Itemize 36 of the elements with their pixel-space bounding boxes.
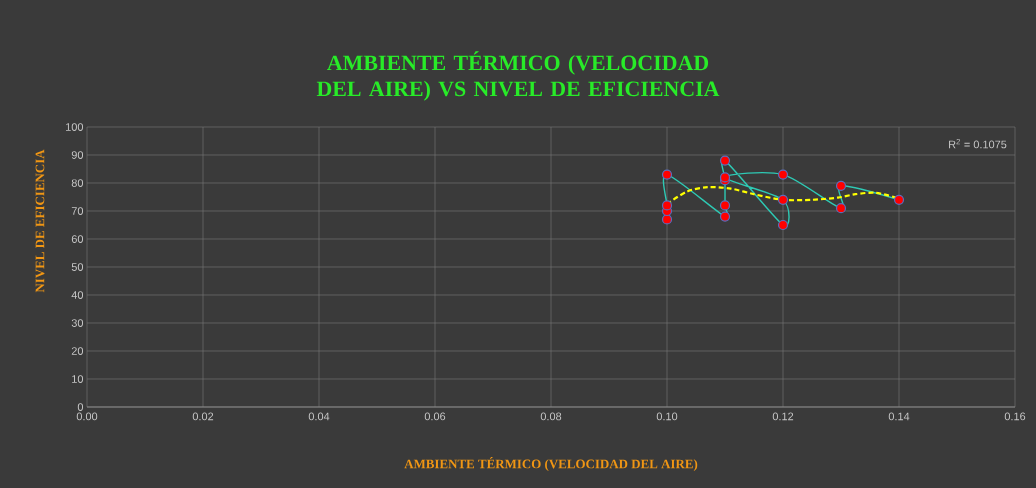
x-tick-label: 0.06 [424,412,446,421]
y-tick-label: 50 [71,263,84,271]
x-tick-label: 0.04 [308,412,330,421]
x-tick-label: 0.14 [888,412,910,421]
point [661,169,673,180]
point [835,180,847,191]
y-tick-label: 40 [71,291,84,299]
chart-title: AMBIENTE TÉRMICO (VELOCIDAD DEL AIRE) VS NIVEL DE EFICIENCIA [316,51,720,101]
point [777,219,789,231]
point [719,211,731,222]
x-tick-label: 0.16 [1004,412,1026,421]
y-tick-label: 20 [71,347,84,355]
point [777,194,789,205]
y-tick-label: 0 [77,403,84,411]
point [719,155,731,166]
y-tick-label: 30 [71,319,84,327]
y-tick-label: 60 [71,235,84,243]
point [777,169,789,180]
y-tick-label: 90 [71,151,84,159]
x-tick-label: 0.12 [772,412,794,421]
x-tick-label: 0.08 [540,412,562,421]
y-tick-label: 70 [71,207,84,215]
x-axis-title: AMBIENTE TÉRMICO (VELOCIDAD DEL AIRE) [404,457,698,471]
annotation: R$^{2}$ = 0.1075 [949,138,1007,149]
x-tick-label: 0.00 [76,412,98,421]
point [719,200,731,211]
x-tick-label: 0.10 [656,412,678,421]
y-tick-label: 100 [66,123,84,131]
point [661,214,673,225]
point [893,194,905,205]
y-tick-label: 10 [72,375,84,383]
y-tick-label: 80 [71,179,84,187]
point [661,200,673,211]
point [835,203,847,214]
x-tick-label: 0.02 [192,412,214,421]
y-axis-title: NIVEL DE EFICIENCIA [35,149,45,293]
